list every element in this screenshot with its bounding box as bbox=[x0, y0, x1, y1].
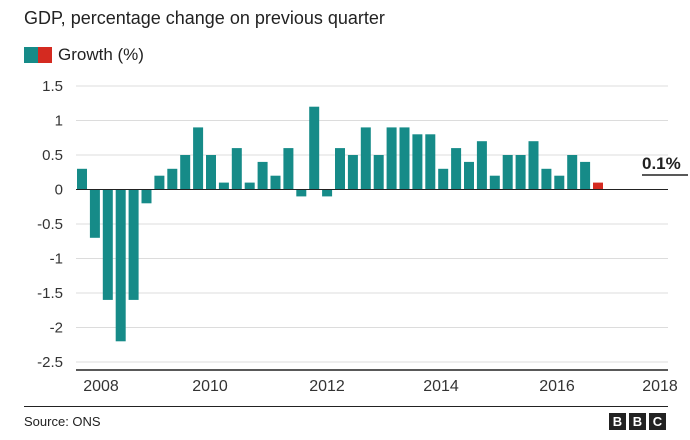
y-tick-label: 0.5 bbox=[42, 147, 63, 164]
bar bbox=[515, 155, 526, 190]
bar bbox=[399, 127, 410, 190]
x-tick-label: 2010 bbox=[192, 378, 228, 395]
bar bbox=[231, 148, 242, 190]
legend-label: Growth (%) bbox=[58, 45, 144, 64]
x-tick-label: 2016 bbox=[539, 378, 575, 395]
bar bbox=[360, 127, 371, 190]
bar bbox=[141, 189, 152, 204]
x-tick-label: 2012 bbox=[309, 378, 345, 395]
bar bbox=[438, 168, 449, 190]
bar bbox=[206, 155, 216, 190]
bar bbox=[386, 127, 397, 190]
bar bbox=[180, 155, 191, 190]
bar-chart: 1.5 1 0.5 0 -0.5 -1 -1.5 -2 -2.5 2008 2010 2012 201… bbox=[37, 78, 688, 395]
bar bbox=[567, 155, 578, 190]
footer-divider bbox=[24, 406, 668, 407]
bar bbox=[335, 148, 345, 190]
bbc-logo-letter: B bbox=[609, 413, 626, 430]
latest-bar bbox=[593, 182, 603, 190]
bar bbox=[476, 141, 487, 190]
bar bbox=[154, 175, 165, 190]
bar bbox=[554, 175, 565, 190]
bar bbox=[257, 161, 268, 190]
bar bbox=[102, 189, 113, 300]
bar bbox=[464, 161, 474, 190]
bar bbox=[244, 182, 255, 190]
bar bbox=[218, 182, 229, 190]
y-tick-label: -2 bbox=[50, 320, 63, 337]
bar bbox=[322, 189, 333, 197]
bar bbox=[89, 189, 100, 238]
bar bbox=[347, 155, 358, 190]
y-tick-label: -1.5 bbox=[37, 285, 63, 302]
latest-value-annotation: 0.1% bbox=[642, 154, 681, 173]
legend-swatch-latest bbox=[38, 47, 52, 63]
bar bbox=[270, 175, 281, 190]
chart-title: GDP, percentage change on previous quart… bbox=[24, 8, 385, 28]
bar bbox=[489, 175, 500, 190]
bar bbox=[115, 189, 126, 342]
bar bbox=[77, 168, 87, 190]
y-tick-label: 0 bbox=[55, 182, 63, 199]
y-tick-label: 1.5 bbox=[42, 78, 63, 95]
bar bbox=[451, 148, 462, 190]
bar bbox=[296, 189, 307, 197]
source-note: Source: ONS bbox=[24, 414, 101, 429]
x-tick-label: 2018 bbox=[642, 378, 678, 395]
bar bbox=[412, 134, 423, 190]
bar bbox=[193, 127, 204, 190]
legend-swatch-main bbox=[24, 47, 38, 63]
bbc-logo-letter: C bbox=[649, 413, 666, 430]
y-tick-label: 1 bbox=[55, 113, 63, 130]
bar bbox=[580, 161, 591, 190]
bar bbox=[283, 148, 294, 190]
y-tick-label: -1 bbox=[50, 251, 63, 268]
x-tick-label: 2014 bbox=[423, 378, 459, 395]
bar bbox=[541, 168, 552, 190]
bbc-logo-letter: B bbox=[629, 413, 646, 430]
bbc-logo: B B C bbox=[609, 413, 666, 430]
bar bbox=[528, 141, 539, 190]
bar bbox=[167, 168, 178, 190]
y-tick-label: -2.5 bbox=[37, 354, 63, 371]
y-tick-label: -0.5 bbox=[37, 216, 63, 233]
bar bbox=[128, 189, 139, 300]
bar bbox=[502, 155, 513, 190]
legend: Growth (%) bbox=[24, 44, 144, 66]
bar bbox=[309, 106, 320, 190]
bar bbox=[373, 155, 384, 190]
x-tick-label: 2008 bbox=[83, 378, 119, 395]
bar bbox=[425, 134, 436, 190]
